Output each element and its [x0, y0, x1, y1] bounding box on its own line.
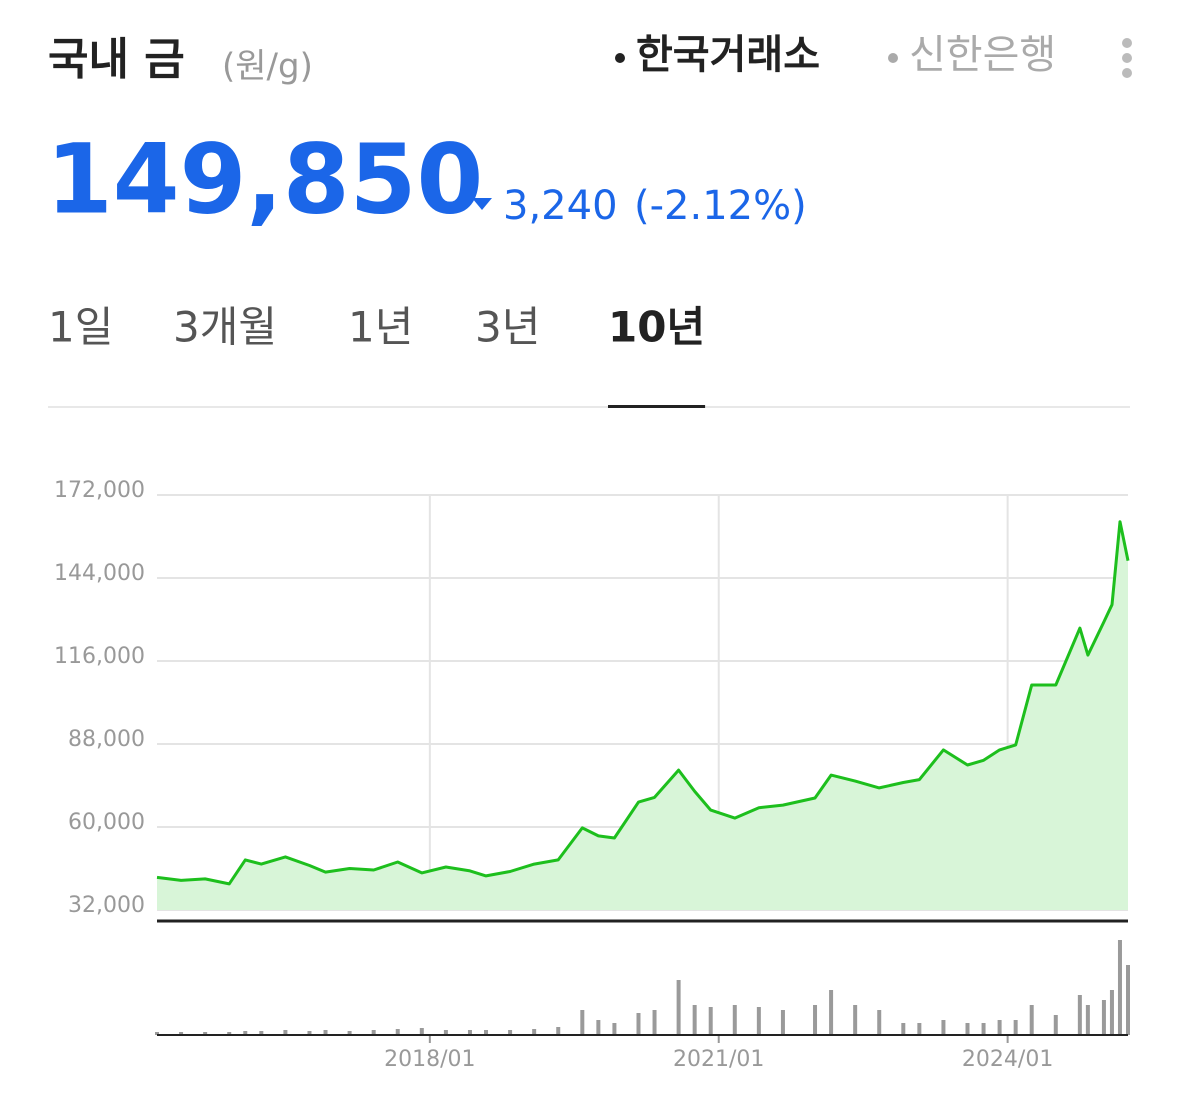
volume-bar — [203, 1032, 208, 1035]
volume-bar — [965, 1023, 970, 1035]
bullet — [615, 53, 625, 63]
volume-bar — [1077, 995, 1082, 1035]
volume-bar — [652, 1010, 657, 1035]
volume-bar — [1101, 1000, 1106, 1035]
y-tick-label: 172,000 — [54, 478, 145, 503]
volume-bar — [347, 1031, 352, 1035]
volume-bar — [732, 1005, 737, 1035]
volume-bar — [443, 1030, 448, 1035]
y-tick-label: 116,000 — [54, 644, 145, 669]
unit: (원/g) — [222, 47, 313, 87]
title: 국내 금 — [48, 34, 185, 85]
volume-bar — [636, 1013, 641, 1035]
volume-bar — [780, 1010, 785, 1035]
volume-bar — [692, 1005, 697, 1035]
volume-bar — [580, 1010, 585, 1035]
volume-bar — [508, 1030, 513, 1035]
volume-bar — [155, 1032, 159, 1035]
y-tick-label: 32,000 — [68, 893, 145, 918]
volume-bar — [1085, 1005, 1090, 1035]
volume-bar — [467, 1030, 472, 1035]
volume-bar — [756, 1007, 761, 1035]
volume-bar — [1053, 1015, 1058, 1035]
period-tab[interactable]: 3개월 — [173, 303, 277, 352]
volume-bar — [1029, 1005, 1034, 1035]
volume-bar — [484, 1030, 489, 1035]
x-tick-label: 2018/01 — [384, 1047, 475, 1072]
volume-bar — [1117, 940, 1122, 1035]
tab-underline — [608, 405, 706, 408]
volume-bar — [1013, 1020, 1018, 1035]
volume-bar — [395, 1029, 400, 1035]
volume-bar — [997, 1020, 1002, 1035]
volume-bar — [259, 1031, 264, 1035]
source-tab[interactable]: 신한은행 — [909, 32, 1056, 78]
change-pct: (-2.12%) — [634, 183, 807, 229]
x-tick-label: 2024/01 — [962, 1047, 1053, 1072]
volume-bar — [307, 1031, 312, 1035]
volume-bar — [532, 1029, 537, 1035]
volume-bar — [708, 1007, 713, 1035]
x-tick-label: 2021/01 — [673, 1047, 764, 1072]
period-tab[interactable]: 10년 — [608, 303, 705, 352]
volume-bar — [1109, 990, 1114, 1035]
down-arrow — [472, 198, 492, 210]
price: 149,850 — [46, 123, 483, 235]
volume-bar — [813, 1005, 818, 1035]
volume-bar — [227, 1032, 232, 1035]
volume-bar — [981, 1023, 986, 1035]
change: 3,240 — [503, 183, 618, 229]
y-tick-label: 88,000 — [68, 727, 145, 752]
volume-bar — [283, 1030, 288, 1035]
volume-bar — [901, 1023, 906, 1035]
volume-bar — [371, 1030, 376, 1035]
bullet — [888, 53, 898, 63]
volume-bar — [179, 1032, 184, 1035]
volume-bar — [556, 1027, 561, 1035]
period-tab[interactable]: 1일 — [48, 303, 113, 352]
volume-bar — [612, 1023, 617, 1035]
volume-bar — [596, 1020, 601, 1035]
period-tab[interactable]: 1년 — [348, 303, 413, 352]
area — [157, 521, 1128, 910]
volume-bar — [419, 1028, 424, 1035]
volume-bar — [853, 1005, 858, 1035]
source-tab[interactable]: 한국거래소 — [636, 32, 820, 78]
volume-bar — [1126, 965, 1130, 1035]
volume-bar — [877, 1010, 882, 1035]
price-line — [156, 520, 1130, 886]
volume-bar — [917, 1023, 922, 1035]
volume-bar — [323, 1030, 328, 1035]
menu[interactable] — [1122, 38, 1132, 78]
y-tick-label: 60,000 — [68, 810, 145, 835]
volume-bar — [829, 990, 834, 1035]
period-tab[interactable]: 3년 — [475, 303, 540, 352]
volume-bar — [676, 980, 681, 1035]
volume-bar — [941, 1020, 946, 1035]
y-tick-label: 144,000 — [54, 561, 145, 586]
volume-bar — [243, 1031, 248, 1035]
